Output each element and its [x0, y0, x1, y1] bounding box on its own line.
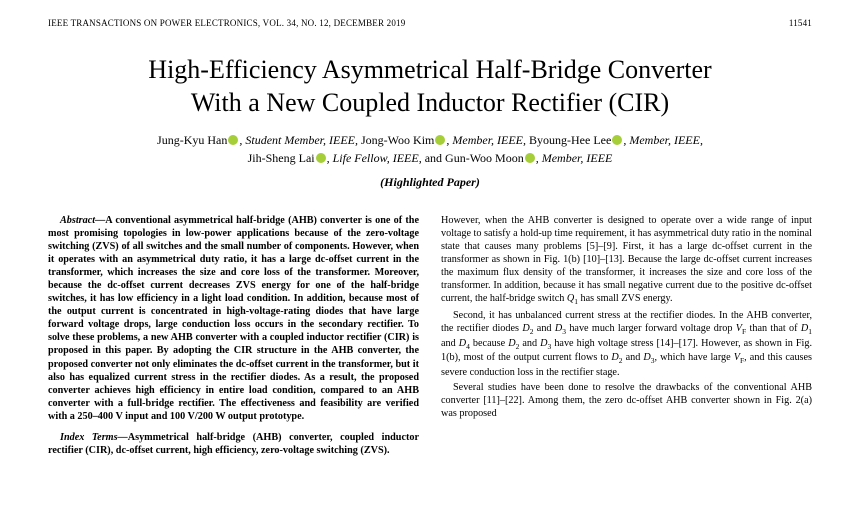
- orcid-icon: [525, 153, 535, 163]
- title-line-1: High-Efficiency Asymmetrical Half-Bridge…: [148, 55, 711, 84]
- index-terms-paragraph: Index Terms—Asymmetrical half-bridge (AH…: [48, 431, 419, 457]
- author-3-name: Byoung-Hee Lee: [529, 133, 611, 147]
- left-column: Abstract—A conventional asymmetrical hal…: [48, 212, 419, 457]
- author-2-name: Jong-Woo Kim: [361, 133, 434, 147]
- right-column: However, when the AHB converter is desig…: [441, 212, 812, 457]
- author-5-role: , Member, IEEE: [536, 151, 613, 165]
- orcid-icon: [228, 135, 238, 145]
- highlighted-paper-label: (Highlighted Paper): [48, 175, 812, 190]
- abstract-label: Abstract—: [60, 215, 105, 226]
- author-2-role: , Member, IEEE,: [446, 133, 526, 147]
- title-line-2: With a New Coupled Inductor Rectifier (C…: [191, 88, 669, 117]
- body-paragraph-1: However, when the AHB converter is desig…: [441, 214, 812, 307]
- author-4-role: , Life Fellow, IEEE,: [327, 151, 422, 165]
- abstract-paragraph: Abstract—A conventional asymmetrical hal…: [48, 214, 419, 423]
- body-paragraph-2: Second, it has unbalanced current stress…: [441, 309, 812, 379]
- journal-header: IEEE TRANSACTIONS ON POWER ELECTRONICS, …: [48, 18, 812, 28]
- abstract-text: A conventional asymmetrical half-bridge …: [48, 215, 419, 422]
- orcid-icon: [435, 135, 445, 145]
- orcid-icon: [612, 135, 622, 145]
- journal-name: IEEE TRANSACTIONS ON POWER ELECTRONICS, …: [48, 18, 405, 28]
- author-1-role: , Student Member, IEEE,: [239, 133, 358, 147]
- index-terms-label: Index Terms—: [60, 432, 128, 443]
- author-5-name: and Gun-Woo Moon: [425, 151, 524, 165]
- page-number: 11541: [789, 18, 812, 28]
- author-3-role: , Member, IEEE,: [623, 133, 703, 147]
- author-1-name: Jung-Kyu Han: [157, 133, 227, 147]
- author-list: Jung-Kyu Han , Student Member, IEEE, Jong…: [48, 131, 812, 167]
- body-paragraph-3: Several studies have been done to resolv…: [441, 381, 812, 420]
- author-4-name: Jih-Sheng Lai: [248, 151, 315, 165]
- orcid-icon: [316, 153, 326, 163]
- two-column-body: Abstract—A conventional asymmetrical hal…: [48, 212, 812, 457]
- paper-title: High-Efficiency Asymmetrical Half-Bridge…: [48, 54, 812, 119]
